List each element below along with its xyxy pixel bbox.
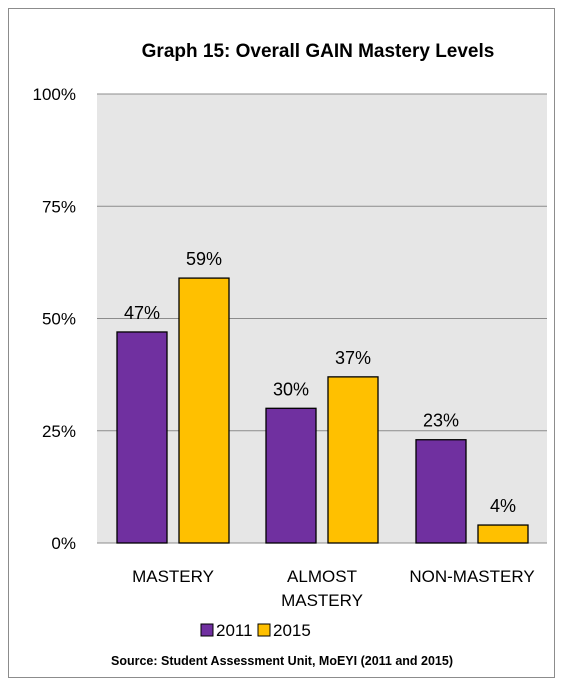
x-axis-categories: MASTERY ALMOST MASTERY NON-MASTERY: [132, 567, 535, 610]
bar-2011: [116, 331, 168, 544]
data-label: 23%: [423, 411, 459, 431]
data-label: 4%: [490, 496, 516, 516]
category-label: NON-MASTERY: [409, 567, 534, 586]
legend-swatch-2015: [257, 623, 271, 637]
y-tick-label: 0%: [51, 534, 76, 553]
legend: 2011 2015: [200, 621, 311, 640]
category-label: ALMOST: [287, 567, 357, 586]
y-tick-label: 100%: [33, 85, 76, 104]
legend-swatch-2011: [200, 623, 214, 637]
legend-label-2015: 2015: [273, 621, 311, 640]
data-labels: 47% 59% 30% 37% 23% 4%: [124, 249, 516, 516]
data-label: 47%: [124, 303, 160, 323]
bars: [116, 277, 529, 544]
y-tick-label: 50%: [42, 310, 76, 329]
bar-2011: [265, 407, 317, 544]
bar-2015: [327, 376, 379, 544]
data-label: 37%: [335, 348, 371, 368]
category-label: MASTERY: [281, 591, 363, 610]
y-tick-label: 75%: [42, 197, 76, 216]
data-label: 30%: [273, 379, 309, 399]
legend-label-2011: 2011: [216, 621, 253, 640]
bar-2015: [477, 524, 529, 544]
data-label: 59%: [186, 249, 222, 269]
source-note: Source: Student Assessment Unit, MoEYI (…: [111, 654, 453, 668]
chart-title: Graph 15: Overall GAIN Mastery Levels: [142, 41, 495, 62]
y-tick-label: 25%: [42, 422, 76, 441]
bar-2015: [178, 277, 230, 544]
category-label: MASTERY: [132, 567, 214, 586]
bar-2011: [415, 439, 467, 544]
y-axis-ticks: 0% 25% 50% 75% 100%: [33, 85, 76, 553]
gridlines: [97, 93, 547, 544]
